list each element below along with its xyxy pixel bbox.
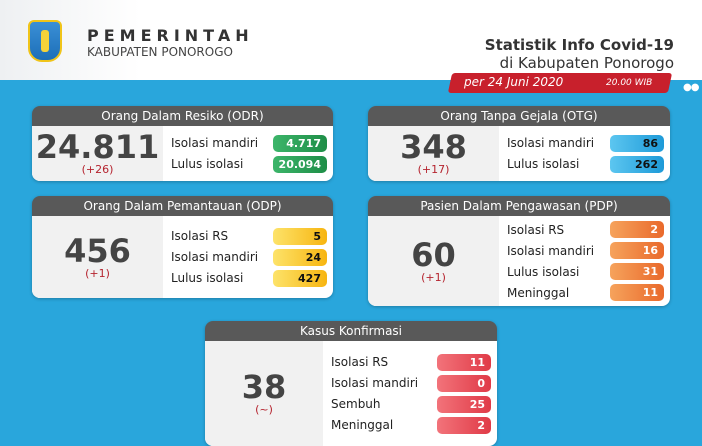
stat-badge: 20.094: [273, 155, 327, 173]
stat-row: Meninggal 2: [331, 416, 491, 434]
stat-badge: 2: [610, 221, 664, 238]
stat-row: Lulus isolasi 31: [507, 263, 664, 280]
stat-label: Isolasi mandiri: [507, 243, 595, 258]
stat-badge: 31: [610, 263, 664, 280]
stat-label: Meninggal: [507, 285, 570, 300]
card-title: Orang Dalam Pemantauan (ODP): [32, 196, 333, 216]
odp-card: Orang Dalam Pemantauan (ODP) 456 (+1) Isol…: [32, 196, 333, 298]
daily-change: (+1): [85, 266, 110, 280]
stat-row: Isolasi RS 11: [331, 353, 491, 371]
stat-row: Isolasi RS 2: [507, 221, 664, 238]
stat-row: Isolasi RS 5: [171, 227, 327, 245]
stat-label: Isolasi RS: [507, 222, 565, 237]
stat-label: Isolasi mandiri: [171, 250, 259, 264]
stat-badge: 0: [437, 374, 491, 392]
org-name: PEMERINTAH: [87, 26, 254, 45]
stat-label: Isolasi RS: [331, 355, 389, 369]
stat-row: Isolasi mandiri 16: [507, 242, 664, 259]
total-count: 60: [411, 235, 456, 274]
otg-card: Orang Tanpa Gejala (OTG) 348 (+17) Isolasi…: [368, 106, 670, 181]
stat-label: Lulus isolasi: [171, 271, 244, 285]
daily-change: (+26): [81, 163, 114, 176]
stat-badge: 25: [437, 395, 491, 413]
card-title: Kasus Konfirmasi: [205, 321, 497, 341]
stat-row: Isolasi mandiri 24: [171, 248, 327, 266]
stat-label: Sembuh: [331, 397, 381, 411]
stat-label: Isolasi mandiri: [331, 376, 419, 390]
region-name: KABUPATEN PONOROGO: [87, 45, 233, 59]
total-count: 24.811: [35, 128, 160, 166]
total-count: 38: [241, 368, 287, 406]
report-date: per 24 Juni 2020: [464, 75, 564, 89]
stat-label: Isolasi mandiri: [171, 136, 259, 150]
page-subtitle: di Kabupaten Ponorogo: [499, 54, 674, 72]
stat-badge: 24: [273, 248, 327, 266]
konfirmasi-card: Kasus Konfirmasi 38 (~) Isolasi RS 11 Isolas…: [205, 321, 497, 446]
page-title: Statistik Info Covid-19: [484, 36, 674, 54]
stat-badge: 4.717: [273, 134, 327, 152]
stat-badge: 11: [610, 284, 664, 301]
odr-card: Orang Dalam Resiko (ODR) 24.811 (+26) Isol…: [32, 106, 333, 181]
stat-badge: 262: [610, 155, 664, 173]
stat-row: Sembuh 25: [331, 395, 491, 413]
header-banner: [0, 0, 702, 80]
stat-row: Isolasi mandiri 4.717: [171, 134, 327, 152]
stat-row: Isolasi mandiri 0: [331, 374, 491, 392]
stat-badge: 427: [273, 269, 327, 287]
report-time: 20.00 WIB: [606, 78, 653, 88]
daily-change: (+1): [421, 270, 446, 284]
stat-row: Lulus isolasi 20.094: [171, 155, 327, 173]
stat-label: Lulus isolasi: [507, 157, 580, 171]
total-count: 348: [400, 128, 467, 166]
stat-label: Meninggal: [331, 418, 394, 432]
stat-badge: 86: [610, 134, 664, 152]
daily-change: (+17): [417, 163, 450, 176]
stat-badge: 16: [610, 242, 664, 259]
stat-badge: 5: [273, 227, 327, 245]
stat-row: Lulus isolasi 262: [507, 155, 664, 173]
stat-label: Lulus isolasi: [171, 157, 244, 171]
more-dots-icon: ●●: [683, 82, 699, 93]
stat-label: Lulus isolasi: [507, 264, 580, 279]
pdp-card: Pasien Dalam Pengawasan (PDP) 60 (+1) Isol…: [368, 196, 670, 306]
stat-badge: 2: [437, 416, 491, 434]
card-title: Pasien Dalam Pengawasan (PDP): [368, 196, 670, 216]
ponorogo-logo-icon: [28, 20, 62, 62]
stat-label: Isolasi RS: [171, 229, 229, 243]
stat-row: Lulus isolasi 427: [171, 269, 327, 287]
daily-change: (~): [255, 403, 273, 416]
stat-badge: 11: [437, 353, 491, 371]
stat-label: Isolasi mandiri: [507, 136, 595, 150]
card-title: Orang Dalam Resiko (ODR): [32, 106, 333, 126]
stat-row: Isolasi mandiri 86: [507, 134, 664, 152]
stat-row: Meninggal 11: [507, 284, 664, 301]
total-count: 456: [64, 231, 131, 270]
card-title: Orang Tanpa Gejala (OTG): [368, 106, 670, 126]
